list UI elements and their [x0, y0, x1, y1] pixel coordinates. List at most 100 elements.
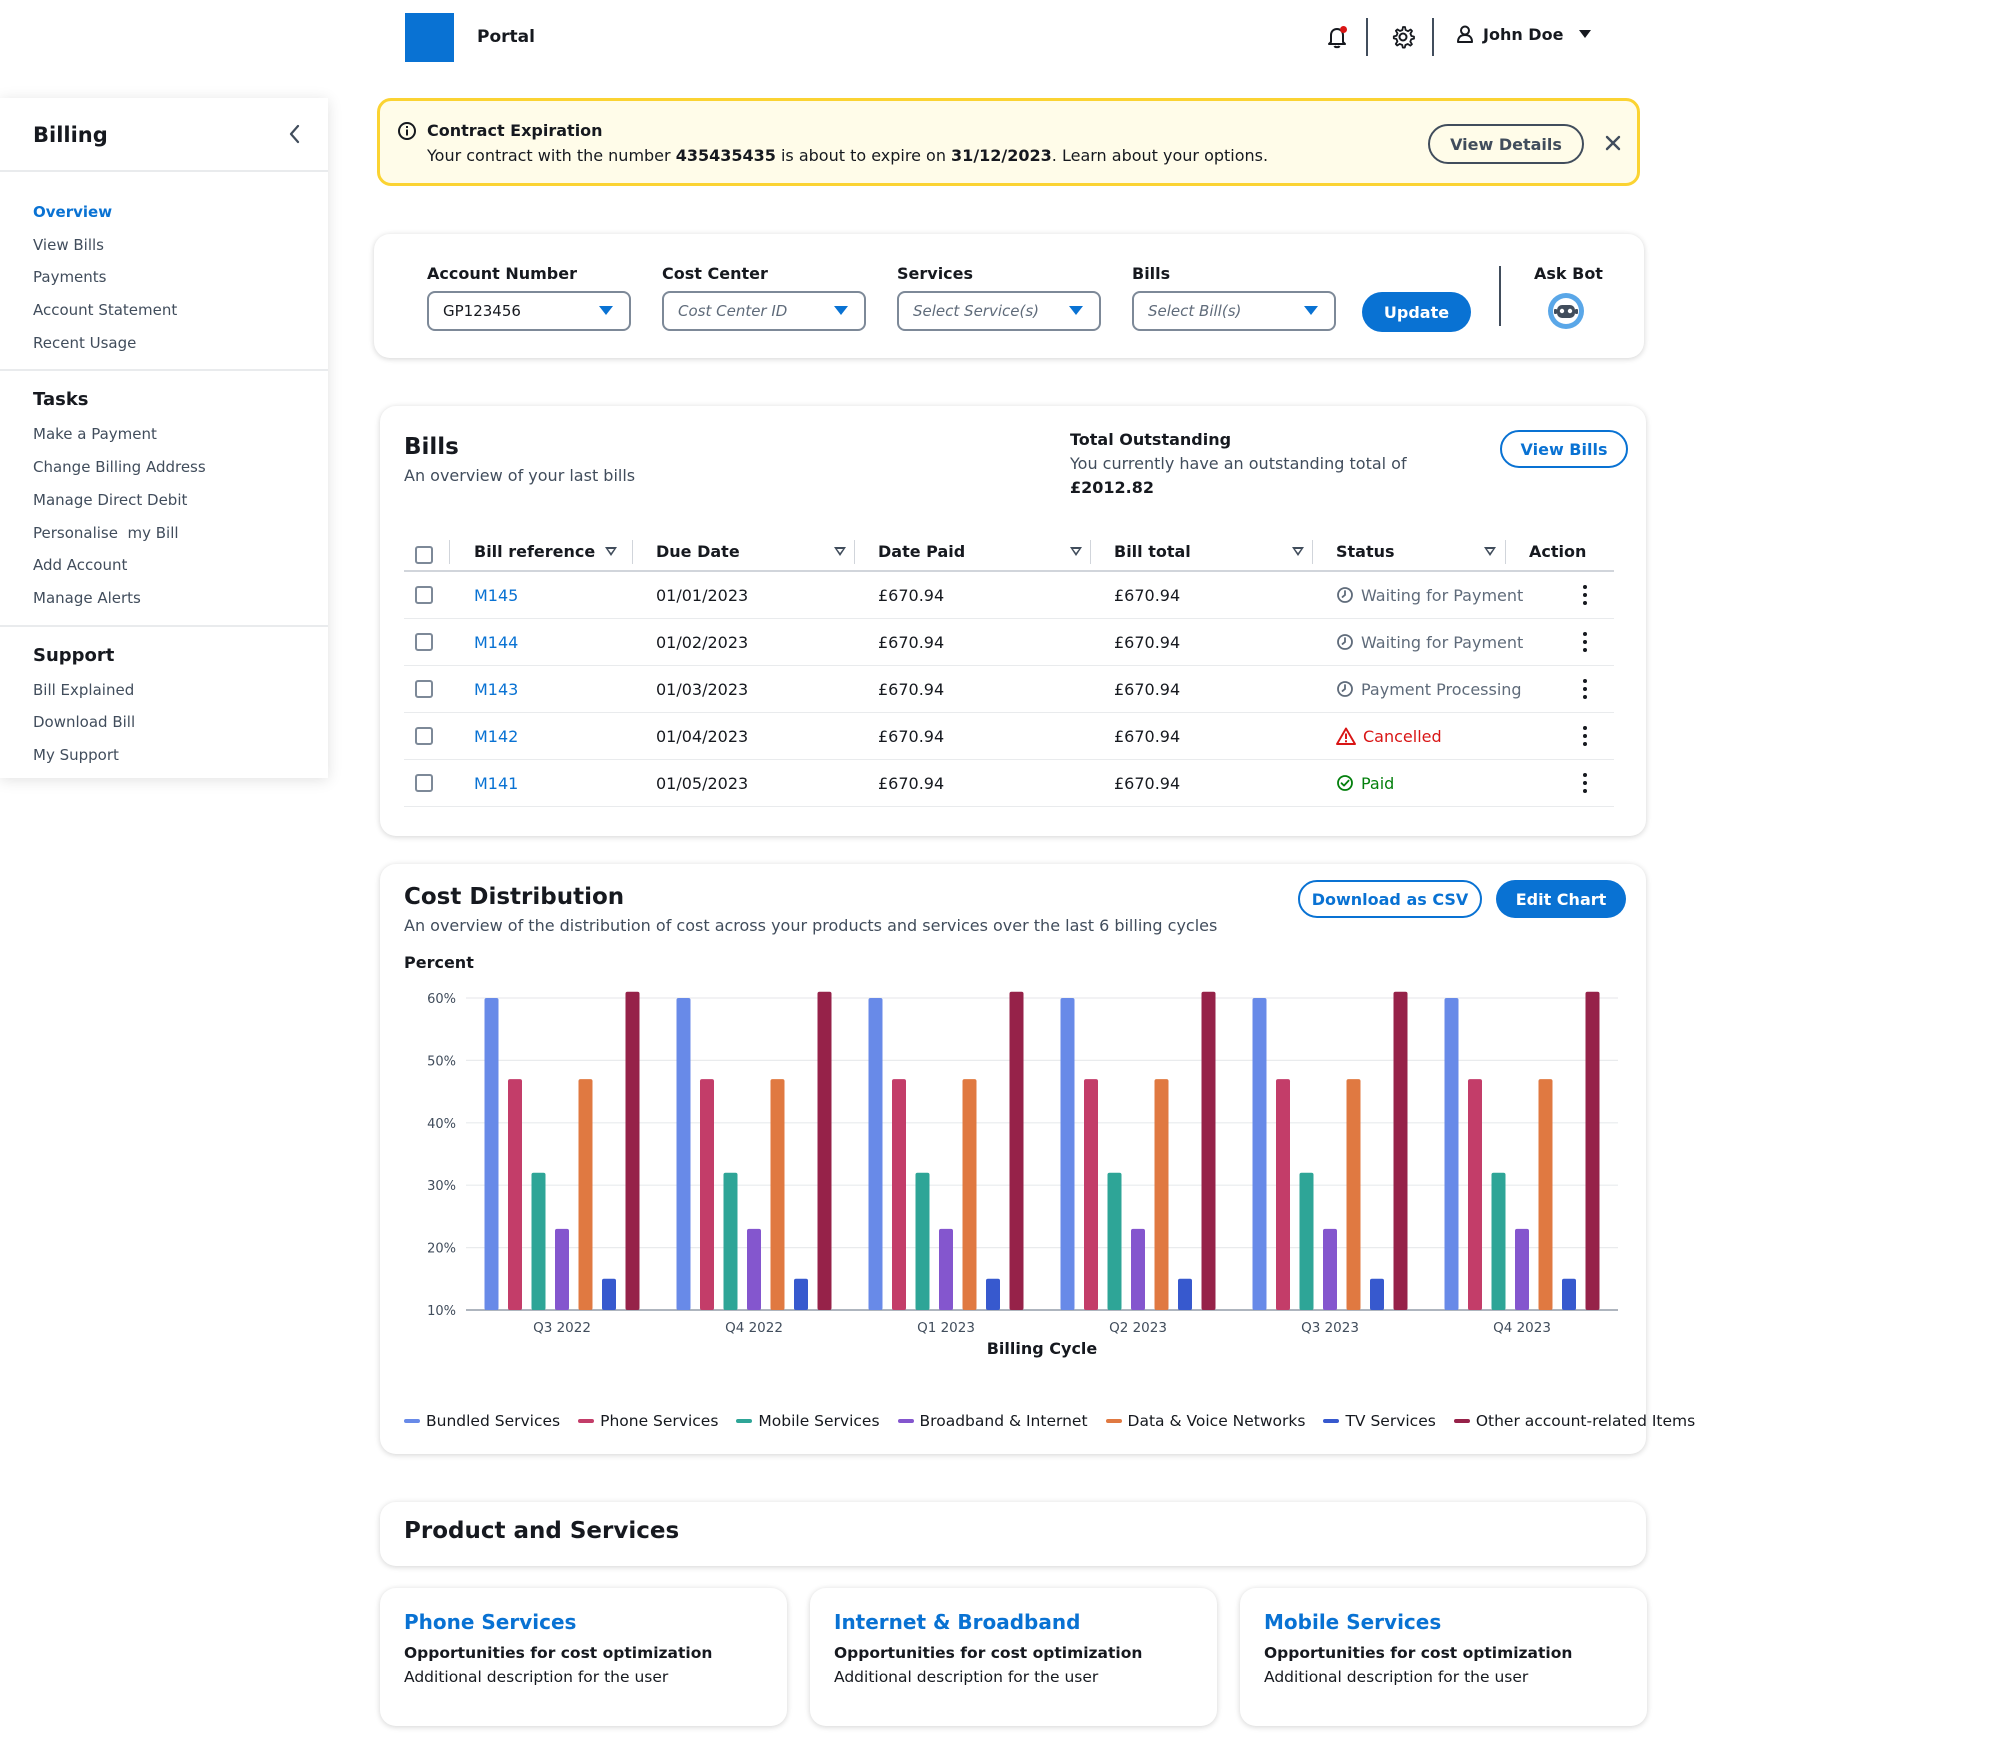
- sort-icon: [1484, 546, 1496, 556]
- product-card-title[interactable]: Mobile Services: [1264, 1610, 1442, 1634]
- sidebar-item-my-support[interactable]: My Support: [33, 745, 119, 764]
- due-date-cell: 01/05/2023: [656, 773, 749, 793]
- row-checkbox-cell: [415, 572, 433, 618]
- more-actions-icon[interactable]: [1582, 726, 1588, 746]
- chart-bar: [1084, 1079, 1098, 1310]
- product-card-mobile-services[interactable]: Mobile Services Opportunities for cost o…: [1240, 1588, 1647, 1726]
- row-checkbox[interactable]: [415, 774, 433, 792]
- chevron-left-icon[interactable]: [285, 123, 305, 145]
- product-card-title[interactable]: Phone Services: [404, 1610, 577, 1634]
- bill-reference-cell[interactable]: M143: [474, 679, 519, 699]
- total-outstanding-amount: £2012.82: [1070, 478, 1155, 497]
- bill-reference-cell[interactable]: M144: [474, 632, 519, 652]
- expiry-date: 31/12/2023: [951, 146, 1052, 165]
- sidebar-item-change-billing-address[interactable]: Change Billing Address: [33, 458, 206, 477]
- sidebar-item-bill-explained[interactable]: Bill Explained: [33, 680, 135, 699]
- legend-item[interactable]: Broadband & Internet: [897, 1412, 1088, 1430]
- sidebar-item-payments[interactable]: Payments: [33, 268, 107, 287]
- close-icon[interactable]: [1602, 132, 1624, 154]
- sidebar-title: Billing: [33, 123, 108, 147]
- services-select[interactable]: Select Service(s): [897, 291, 1101, 331]
- status-badge: Cancelled: [1336, 727, 1442, 746]
- product-card-description: Additional description for the user: [404, 1668, 669, 1686]
- column-due-date[interactable]: Due Date: [656, 532, 846, 570]
- legend-item[interactable]: Other account-related Items: [1453, 1412, 1695, 1430]
- download-csv-button[interactable]: Download as CSV: [1298, 880, 1482, 918]
- due-date-cell: 01/01/2023: [656, 585, 749, 605]
- sidebar-item-download-bill[interactable]: Download Bill: [33, 713, 136, 732]
- bill-reference-cell[interactable]: M141: [474, 773, 519, 793]
- table-row: M143 01/03/2023 £670.94 £670.94 Payment Proc…: [404, 666, 1614, 713]
- chatbot-icon[interactable]: [1547, 292, 1585, 330]
- product-card-internet-broadband[interactable]: Internet & Broadband Opportunities for c…: [810, 1588, 1217, 1726]
- legend-swatch: [897, 1419, 914, 1423]
- sidebar-item-manage-direct-debit[interactable]: Manage Direct Debit: [33, 490, 188, 509]
- bill-reference-cell[interactable]: M145: [474, 585, 519, 605]
- bills-select[interactable]: Select Bill(s): [1132, 291, 1336, 331]
- account-number-select[interactable]: GP123456: [427, 291, 631, 331]
- services-label: Services: [897, 264, 974, 283]
- legend-label: Phone Services: [600, 1412, 719, 1430]
- cost-distribution-chart: Percent 60% 50% 40% 30% 20% 10% Q3 2022 Q4 2022 Q…: [404, 953, 1618, 1358]
- update-button[interactable]: Update: [1362, 292, 1471, 332]
- sidebar-item-make-payment[interactable]: Make a Payment: [33, 425, 157, 444]
- legend-item[interactable]: Data & Voice Networks: [1105, 1412, 1305, 1430]
- product-card-title[interactable]: Internet & Broadband: [834, 1610, 1081, 1634]
- account-number-filter: Account Number GP123456: [427, 264, 631, 331]
- more-actions-icon[interactable]: [1582, 632, 1588, 652]
- sidebar-item-recent-usage[interactable]: Recent Usage: [33, 333, 137, 352]
- notification-bell-icon[interactable]: [1324, 24, 1350, 50]
- sidebar-item-account-statement[interactable]: Account Statement: [33, 301, 178, 320]
- status-cell: Waiting for Payment: [1336, 619, 1523, 665]
- sidebar-item-overview[interactable]: Overview: [33, 203, 113, 221]
- cost-center-select[interactable]: Cost Center ID: [662, 291, 866, 331]
- column-status[interactable]: Status: [1336, 532, 1496, 570]
- chart-bar: [1538, 1079, 1553, 1310]
- top-divider: [1366, 18, 1368, 56]
- chart-bar: [1009, 991, 1024, 1310]
- bills-title: Bills: [404, 434, 459, 460]
- edit-chart-button[interactable]: Edit Chart: [1496, 880, 1626, 918]
- row-checkbox[interactable]: [415, 586, 433, 604]
- select-all-checkbox[interactable]: [415, 546, 433, 564]
- cost-center-filter: Cost Center Cost Center ID: [662, 264, 866, 331]
- user-menu[interactable]: John Doe: [1455, 24, 1593, 44]
- sidebar-item-manage-alerts[interactable]: Manage Alerts: [33, 588, 141, 607]
- y-tick-label: 60%: [427, 992, 456, 1007]
- sidebar-item-view-bills[interactable]: View Bills: [33, 235, 104, 254]
- more-actions-icon[interactable]: [1582, 679, 1588, 699]
- bill-reference-cell[interactable]: M142: [474, 726, 519, 746]
- chart-bar: [484, 998, 499, 1310]
- settings-gear-icon[interactable]: [1390, 24, 1416, 50]
- sidebar-section-main: Overview View Bills Payments Account Sta…: [0, 172, 328, 372]
- row-checkbox[interactable]: [415, 680, 433, 698]
- product-card-phone-services[interactable]: Phone Services Opportunities for cost op…: [380, 1588, 787, 1726]
- chart-bar: [602, 1278, 616, 1310]
- clock-icon: [1337, 681, 1353, 697]
- view-details-button[interactable]: View Details: [1428, 124, 1584, 164]
- row-checkbox[interactable]: [415, 633, 433, 651]
- more-actions-icon[interactable]: [1582, 773, 1588, 793]
- table-row: M141 01/05/2023 £670.94 £670.94 Paid: [404, 760, 1614, 807]
- chart-bar: [1323, 1228, 1337, 1310]
- status-cell: Paid: [1336, 760, 1394, 806]
- legend-item[interactable]: Phone Services: [578, 1412, 718, 1430]
- legend-item[interactable]: TV Services: [1323, 1412, 1436, 1430]
- sidebar-item-personalise-bill[interactable]: Personalise my Bill: [33, 523, 179, 542]
- row-checkbox[interactable]: [415, 727, 433, 745]
- column-date-paid[interactable]: Date Paid: [878, 532, 1082, 570]
- more-actions-icon[interactable]: [1582, 585, 1588, 605]
- sidebar-item-add-account[interactable]: Add Account: [33, 556, 128, 575]
- x-axis-label: Billing Cycle: [987, 1339, 1098, 1358]
- column-bill-reference[interactable]: Bill reference: [474, 532, 618, 570]
- chart-bar: [555, 1228, 569, 1310]
- sort-icon: [605, 546, 618, 556]
- row-checkbox-cell: [415, 666, 433, 712]
- column-bill-total[interactable]: Bill total: [1114, 532, 1304, 570]
- action-cell: [1582, 760, 1588, 806]
- legend-item[interactable]: Bundled Services: [404, 1412, 560, 1430]
- legend-item[interactable]: Mobile Services: [736, 1412, 880, 1430]
- portal-logo[interactable]: [405, 13, 454, 62]
- chart-bar: [986, 1278, 1000, 1310]
- view-bills-button[interactable]: View Bills: [1500, 430, 1628, 468]
